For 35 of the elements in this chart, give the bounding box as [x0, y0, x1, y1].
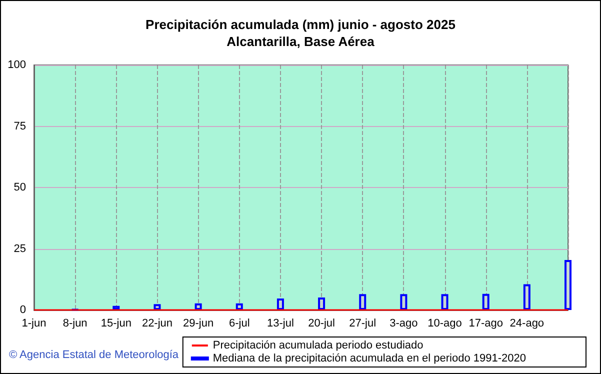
x-tick-label: 27-jul — [349, 318, 376, 330]
x-tick-label: 3-ago — [390, 318, 418, 330]
x-tick-label: 17-ago — [468, 318, 503, 330]
x-tick-label: 15-jun — [100, 318, 132, 330]
x-tick-label: 6-jul — [228, 318, 250, 330]
x-tick-label: 24-ago — [510, 318, 544, 330]
bar — [359, 294, 366, 310]
bar — [523, 284, 530, 310]
bar — [194, 303, 202, 310]
bar — [236, 303, 243, 310]
x-tick-label: 13-jul — [267, 318, 294, 330]
bar — [112, 306, 120, 310]
x-tick-label: 10-ago — [428, 318, 462, 330]
y-tick-label: 25 — [14, 242, 26, 255]
bar — [564, 260, 572, 310]
y-tick-label: 50 — [14, 182, 26, 194]
bar — [276, 298, 284, 310]
y-tick-label: 75 — [14, 120, 26, 132]
bar — [441, 294, 448, 310]
bar — [400, 294, 408, 310]
x-tick-label: 22-jun — [142, 318, 173, 330]
bar — [482, 294, 490, 310]
x-tick-label: 1-jun — [22, 318, 46, 330]
y-tick-label: 0 — [20, 304, 26, 316]
x-tick-label: 29-jun — [183, 318, 214, 330]
legend-label: Precipitación acumulada periodo estudiado — [212, 340, 424, 352]
y-tick-label: 100 — [8, 59, 26, 71]
legend-label: Mediana de la precipitación acumulada en el periodo 1991-2020 — [212, 352, 526, 364]
chart-subtitle: Alcantarilla, Base Aérea — [226, 34, 376, 49]
bar — [154, 304, 161, 310]
bar — [318, 298, 326, 310]
x-tick-label: 8-jun — [62, 318, 88, 330]
text: © Agencia Estatal de Meteorología — [9, 349, 179, 361]
x-tick-label: 20-jul — [308, 318, 335, 330]
chart-title: Precipitación acumulada (mm) junio - agosto 2025 — [146, 17, 456, 32]
